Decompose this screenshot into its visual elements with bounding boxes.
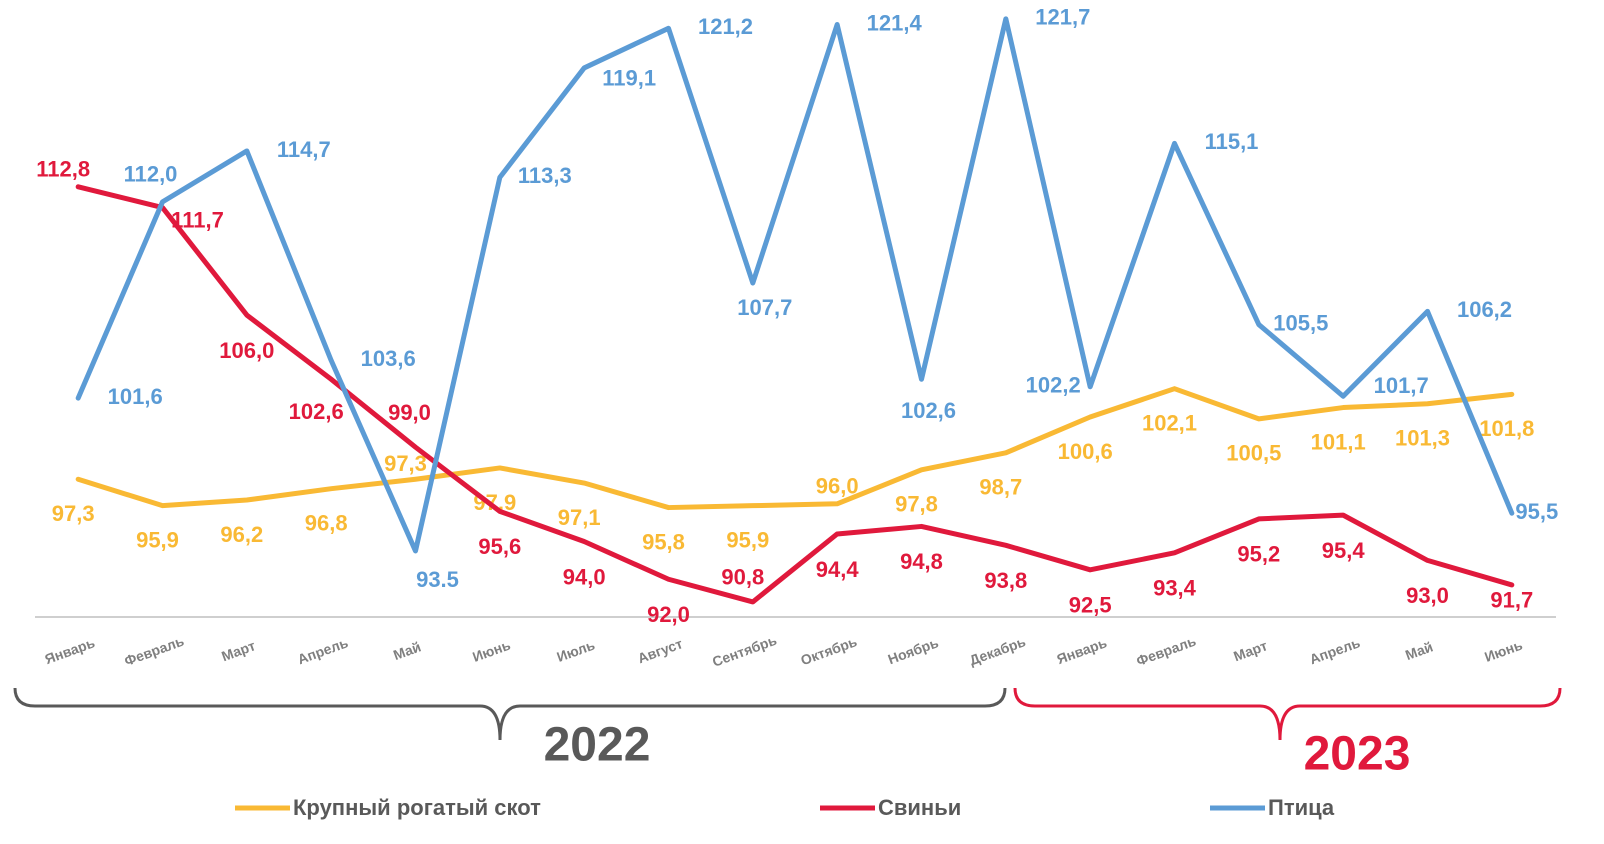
data-label: 95,6 — [478, 534, 521, 559]
data-label: 94,4 — [816, 557, 860, 582]
x-tick-label: Март — [219, 637, 257, 664]
x-tick-label: Сентябрь — [710, 632, 779, 670]
data-label: 121,7 — [1035, 5, 1090, 30]
data-label: 121,2 — [698, 14, 753, 39]
data-label: 121,4 — [867, 10, 923, 35]
x-tick-label: Январь — [43, 634, 98, 667]
data-label: 93,0 — [1406, 583, 1449, 608]
x-tick-label: Июнь — [470, 636, 513, 665]
data-label: 101,7 — [1374, 373, 1429, 398]
series-line — [75, 16, 1515, 554]
data-label: 95,5 — [1515, 499, 1558, 524]
data-label: 102,1 — [1142, 411, 1197, 436]
x-tick-label: Май — [391, 638, 423, 663]
data-label: 107,7 — [737, 295, 792, 320]
data-label: 93.5 — [416, 567, 459, 592]
x-tick-label: Апрель — [1307, 634, 1362, 667]
data-label: 106,0 — [219, 338, 274, 363]
data-label: 101,3 — [1395, 426, 1450, 451]
series-line — [75, 386, 1515, 511]
x-tick-label: Февраль — [1134, 632, 1198, 668]
data-label: 92,0 — [647, 602, 690, 627]
data-label: 93,4 — [1153, 576, 1197, 601]
legend-label: Крупный рогатый скот — [293, 795, 541, 820]
data-label: 102,6 — [289, 399, 344, 424]
data-label: 102,2 — [1026, 373, 1081, 398]
x-tick-label: Декабрь — [967, 633, 1028, 668]
year-label: 2023 — [1304, 728, 1411, 781]
x-tick-label: Июль — [555, 636, 598, 665]
data-label: 101,8 — [1479, 416, 1534, 441]
data-label: 95,2 — [1237, 542, 1280, 567]
x-tick-label: Март — [1231, 637, 1269, 664]
data-label: 95,8 — [642, 529, 685, 554]
data-label: 112,0 — [124, 162, 178, 187]
data-label: 106,2 — [1457, 297, 1512, 322]
data-label: 97,3 — [52, 501, 95, 526]
x-tick-label: Январь — [1055, 634, 1110, 667]
data-label: 94,0 — [563, 564, 606, 589]
legend-label: Птица — [1268, 795, 1335, 820]
data-label: 112,8 — [36, 157, 90, 182]
data-label: 93,8 — [984, 568, 1027, 593]
data-label: 99,0 — [388, 400, 431, 425]
data-label: 91,7 — [1490, 588, 1533, 613]
data-label: 96,0 — [816, 474, 859, 499]
data-label: 95,9 — [136, 527, 179, 552]
data-label: 95,4 — [1322, 538, 1366, 563]
data-label: 105,5 — [1273, 310, 1328, 335]
data-label: 101,6 — [108, 384, 163, 409]
data-label: 100,5 — [1226, 441, 1281, 466]
legend-label: Свиньи — [878, 795, 961, 820]
data-label: 96,8 — [305, 511, 348, 536]
x-tick-label: Май — [1403, 638, 1435, 663]
x-tick-label: Апрель — [295, 634, 350, 667]
data-label: 114,7 — [277, 137, 331, 162]
x-tick-label: Август — [635, 635, 684, 666]
data-label: 95,9 — [726, 527, 769, 552]
data-label: 111,7 — [171, 207, 224, 232]
data-label: 97,3 — [384, 451, 427, 476]
data-label: 94,8 — [900, 549, 943, 574]
data-label: 101,1 — [1311, 429, 1366, 454]
data-label: 103,6 — [361, 346, 416, 371]
year-brace — [1013, 687, 1562, 741]
data-label: 102,6 — [901, 398, 956, 423]
x-tick-label: Февраль — [122, 632, 186, 668]
series-line — [75, 184, 1515, 605]
year-label: 2022 — [544, 719, 651, 772]
x-tick-label: Октябрь — [798, 633, 859, 668]
data-label: 97,1 — [558, 505, 601, 530]
data-label: 113,3 — [518, 163, 572, 188]
data-label: 119,1 — [602, 66, 656, 91]
data-label: 97,8 — [895, 492, 938, 517]
data-label: 100,6 — [1058, 439, 1113, 464]
data-label: 96,2 — [220, 522, 263, 547]
data-label: 90,8 — [721, 565, 764, 590]
year-brace — [13, 687, 1007, 741]
x-tick-label: Ноябрь — [886, 634, 941, 667]
data-label: 115,1 — [1205, 129, 1259, 154]
data-label: 98,7 — [979, 475, 1022, 500]
x-tick-label: Июнь — [1482, 636, 1525, 665]
data-label: 92,5 — [1069, 593, 1112, 618]
